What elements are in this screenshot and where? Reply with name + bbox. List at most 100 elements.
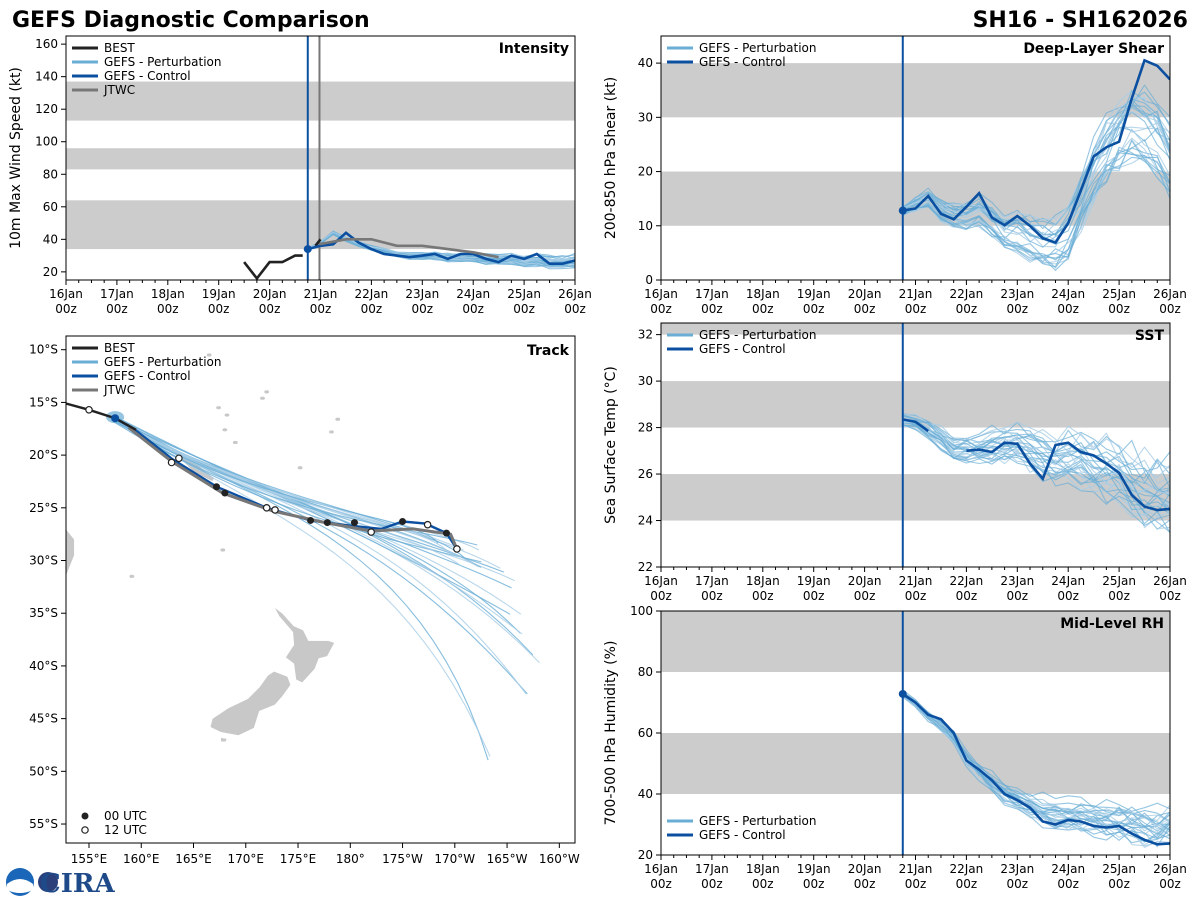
- intensity-y-tick-label: 120: [35, 102, 58, 116]
- rh-y-tick-label: 20: [638, 848, 653, 862]
- sst-series-gefs-control-2: [966, 441, 1170, 512]
- rh-legend-label: GEFS - Perturbation: [699, 814, 816, 828]
- rh-x-tick-sublabel: 00z: [650, 877, 672, 891]
- intensity-shade-band: [66, 81, 575, 121]
- rh-panel-title: Mid-Level RH: [1060, 616, 1164, 632]
- shear-y-tick-label: 10: [638, 219, 653, 233]
- track-y-tick-label: 10°S: [29, 343, 58, 357]
- track-x-tick-label: 170°W: [434, 852, 475, 866]
- rh-x-tick-sublabel: 00z: [1057, 877, 1079, 891]
- rh-perturbation-line: [902, 693, 1170, 826]
- sst-x-tick-label: 16Jan: [644, 574, 678, 588]
- rh-y-tick-label: 60: [638, 726, 653, 740]
- shear-perturbation-line: [902, 119, 1170, 248]
- intensity-x-tick-sublabel: 00z: [55, 302, 77, 316]
- intensity-series-jtwc: [319, 238, 499, 259]
- intensity-perturbation-line: [307, 233, 575, 270]
- rh-x-tick-sublabel: 00z: [1159, 877, 1181, 891]
- rh-init-marker: [898, 689, 907, 698]
- rh-panel: 16Jan00z17Jan00z18Jan00z19Jan00z20Jan00z…: [603, 604, 1187, 891]
- rh-perturbation-line: [902, 695, 1170, 848]
- sst-perturbation-line: [902, 424, 1170, 533]
- land-mass: [209, 670, 292, 736]
- shear-x-tick-sublabel: 00z: [854, 302, 876, 316]
- perturbation-track: [114, 418, 464, 551]
- rh-x-tick-label: 18Jan: [746, 862, 780, 876]
- intensity-x-tick-sublabel: 00z: [564, 302, 586, 316]
- shear-x-tick-sublabel: 00z: [803, 302, 825, 316]
- rh-shade-band: [661, 733, 1170, 794]
- shear-init-marker: [898, 206, 907, 215]
- island: [224, 413, 230, 417]
- sst-x-tick-sublabel: 00z: [1057, 589, 1079, 603]
- rh-x-tick-label: 19Jan: [797, 862, 831, 876]
- intensity-x-tick-sublabel: 00z: [157, 302, 179, 316]
- sst-series-gefs-control: [902, 418, 929, 433]
- track-x-tick-label: 165°W: [487, 852, 528, 866]
- shear-x-tick-label: 18Jan: [746, 287, 780, 301]
- marker-legend-00utc: [81, 812, 89, 820]
- rh-perturbation-line: [902, 693, 1170, 840]
- shear-plot-area: [661, 36, 1170, 280]
- marker-12utc: [262, 504, 271, 512]
- rh-x-tick-sublabel: 00z: [854, 877, 876, 891]
- island: [232, 440, 238, 445]
- shear-x-tick-label: 17Jan: [695, 287, 729, 301]
- track-legend-label: GEFS - Control: [104, 369, 191, 383]
- sst-panel-title: SST: [1135, 328, 1165, 344]
- sst-x-tick-sublabel: 00z: [803, 589, 825, 603]
- track-y-tick-label: 35°S: [29, 606, 58, 620]
- sst-shade-band: [661, 323, 1170, 335]
- shear-x-tick-sublabel: 00z: [1007, 302, 1029, 316]
- sst-x-tick-sublabel: 00z: [956, 589, 978, 603]
- track-x-tick-label: 175°E: [280, 852, 317, 866]
- track-y-tick-label: 25°S: [29, 501, 58, 515]
- track-map-area: [66, 336, 575, 843]
- intensity-legend-label: JTWC: [103, 83, 135, 97]
- intensity-x-tick-sublabel: 00z: [513, 302, 535, 316]
- sst-plot-area: [661, 323, 1170, 567]
- rh-x-tick-label: 24Jan: [1051, 862, 1085, 876]
- intensity-series-best-2: [314, 238, 322, 247]
- intensity-y-tick-label: 40: [43, 232, 58, 246]
- shear-x-tick-label: 21Jan: [899, 287, 933, 301]
- island: [222, 428, 228, 432]
- track-x-tick-label: 160°E: [123, 852, 160, 866]
- sst-x-tick-label: 25Jan: [1102, 574, 1136, 588]
- rh-x-tick-label: 20Jan: [848, 862, 882, 876]
- rh-x-tick-sublabel: 00z: [905, 877, 927, 891]
- intensity-series-gefs-control: [307, 231, 575, 265]
- figure-title: GEFS Diagnostic Comparison: [12, 8, 370, 33]
- sst-x-tick-label: 19Jan: [797, 574, 831, 588]
- rh-x-tick-sublabel: 00z: [956, 877, 978, 891]
- track-legend-label: BEST: [104, 341, 135, 355]
- marker-00utc: [442, 529, 450, 537]
- shear-x-tick-label: 16Jan: [644, 287, 678, 301]
- shear-shade-band: [661, 63, 1170, 118]
- shear-panel: 16Jan00z17Jan00z18Jan00z19Jan00z20Jan00z…: [603, 35, 1187, 316]
- island: [220, 548, 226, 552]
- rh-x-tick-label: 16Jan: [644, 862, 678, 876]
- shear-legend-label: GEFS - Perturbation: [699, 41, 816, 55]
- marker-12utc: [453, 545, 461, 553]
- marker-00utc: [399, 518, 407, 526]
- intensity-y-tick-label: 140: [35, 70, 58, 84]
- intensity-y-tick-label: 160: [35, 37, 58, 51]
- intensity-y-axis-label: 10m Max Wind Speed (kt): [8, 67, 24, 249]
- intensity-x-tick-sublabel: 00z: [208, 302, 230, 316]
- marker-00utc: [307, 516, 315, 524]
- shear-y-tick-label: 0: [645, 273, 653, 287]
- sst-y-tick-label: 30: [638, 374, 653, 388]
- storm-id: SH16 - SH162026: [973, 8, 1188, 33]
- rh-plot-area: [661, 611, 1170, 855]
- intensity-shade-band: [66, 148, 575, 170]
- rh-x-tick-sublabel: 00z: [1007, 877, 1029, 891]
- sst-x-tick-label: 24Jan: [1051, 574, 1085, 588]
- shear-x-tick-sublabel: 00z: [1159, 302, 1181, 316]
- track-y-tick-label: 30°S: [29, 554, 58, 568]
- rh-series-gefs-control: [902, 692, 1170, 846]
- shear-x-tick-label: 24Jan: [1051, 287, 1085, 301]
- shear-x-tick-label: 26Jan: [1153, 287, 1187, 301]
- rh-x-tick-label: 23Jan: [1000, 862, 1034, 876]
